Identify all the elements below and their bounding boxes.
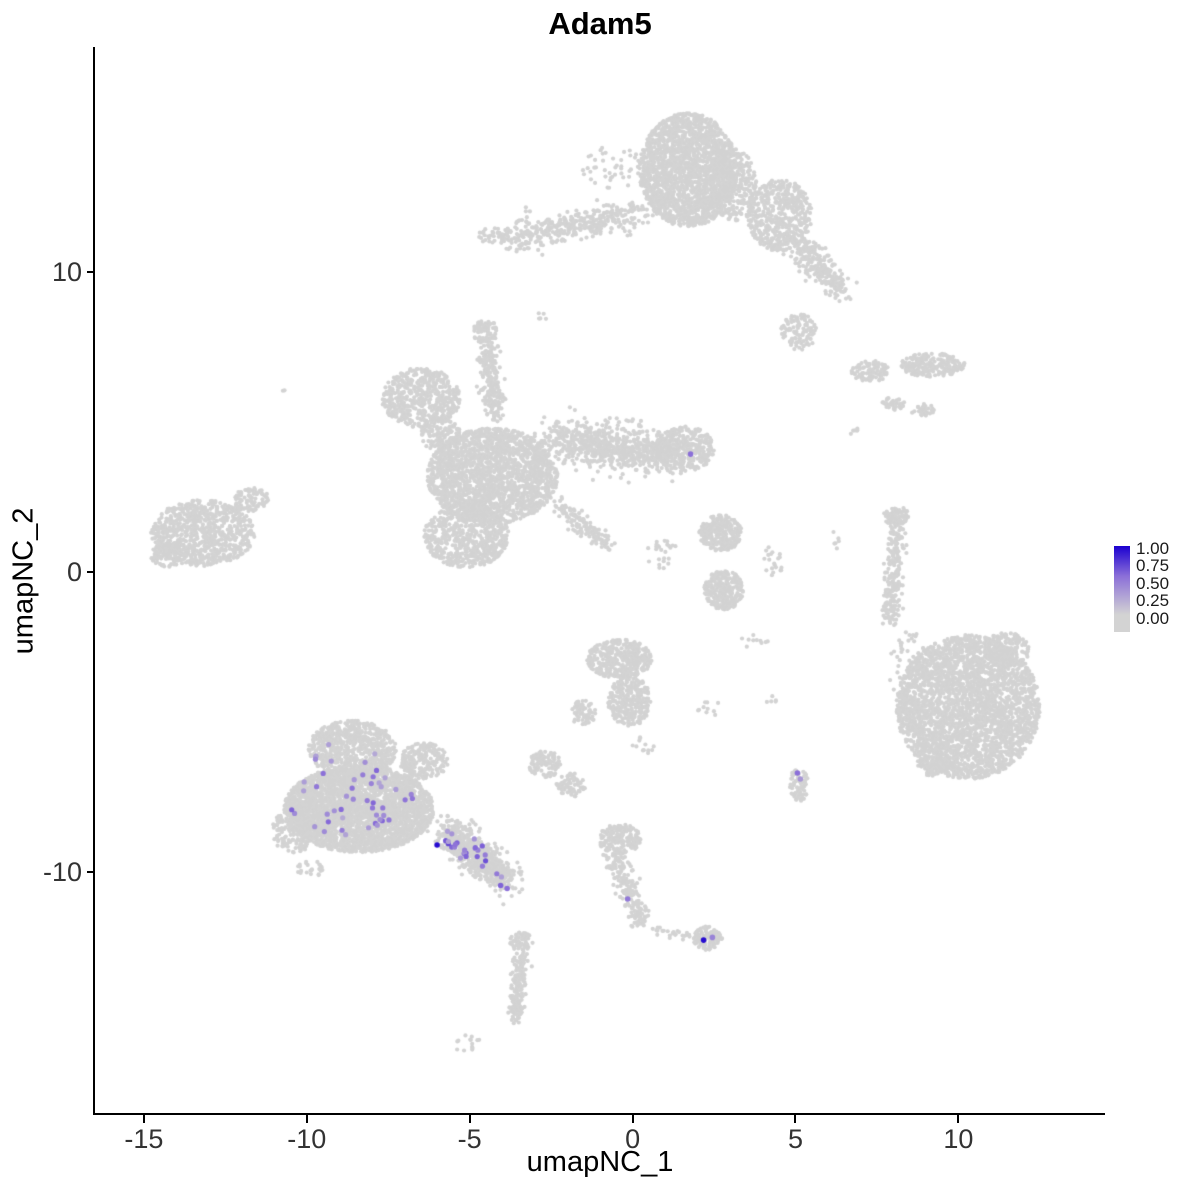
legend-gradient-bar [1114, 546, 1130, 632]
x-tick-mark [142, 1115, 145, 1123]
x-tick-label: -10 [287, 1124, 327, 1154]
y-tick-mark [87, 571, 95, 573]
x-tick-label: -5 [457, 1124, 482, 1154]
legend-tick-label: 0.50 [1136, 573, 1170, 593]
legend-tick-label: 0.75 [1136, 556, 1170, 576]
legend-tick-label: 1.00 [1136, 539, 1170, 558]
legend-tick-label: 0.00 [1136, 608, 1170, 628]
x-tick-label: 10 [943, 1124, 974, 1154]
legend-labels: 1.00 0.75 0.50 0.25 0.00 [1136, 540, 1169, 627]
x-tick-label: -15 [124, 1124, 164, 1154]
x-tick-mark [631, 1115, 634, 1123]
x-axis-label: umapNC_1 [526, 1146, 674, 1178]
y-tick-mark [87, 271, 95, 273]
y-tick-mark [87, 871, 95, 873]
x-tick-mark [957, 1115, 960, 1123]
x-tick-mark [794, 1115, 797, 1123]
x-tick-label: 5 [787, 1124, 803, 1154]
x-tick-label: 0 [625, 1124, 641, 1154]
legend-tick-label: 0.25 [1136, 591, 1170, 611]
x-tick-mark [305, 1115, 308, 1123]
plot-frame [93, 47, 1105, 1115]
y-tick-label: 0 [66, 557, 82, 587]
y-tick-label: -10 [42, 857, 82, 887]
x-tick-mark [468, 1115, 471, 1123]
y-tick-label: 10 [51, 257, 82, 287]
plot-title: Adam5 [548, 6, 652, 41]
